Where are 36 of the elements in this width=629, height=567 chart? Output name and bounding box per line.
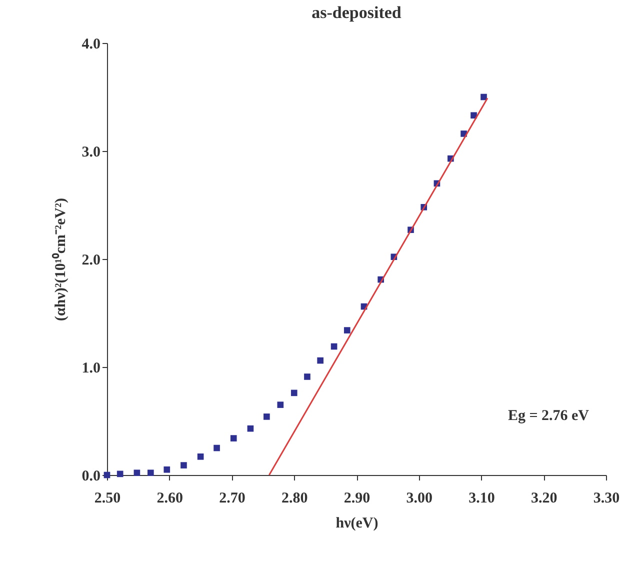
x-tick-label: 3.00 — [406, 490, 432, 506]
point — [197, 453, 204, 460]
x-tick-label: 2.90 — [344, 490, 370, 506]
point — [264, 414, 270, 420]
point — [148, 470, 154, 476]
point — [304, 374, 310, 380]
y-tick-label: 3.0 — [82, 144, 100, 160]
point — [470, 112, 477, 119]
point — [277, 402, 284, 408]
x-tick-label: 2.60 — [156, 490, 183, 506]
point — [214, 444, 220, 452]
point — [290, 390, 298, 396]
point — [247, 425, 254, 432]
x-tick-label: 2.50 — [94, 490, 121, 506]
point — [344, 327, 350, 334]
x-tick-label: 3.20 — [531, 490, 558, 506]
point — [317, 357, 324, 364]
y-tick-label: 0.0 — [82, 468, 100, 484]
x-tick-label: 2.80 — [282, 490, 308, 506]
point — [480, 94, 487, 100]
point — [116, 470, 124, 478]
x-axis-title: hν(eV) — [336, 516, 378, 532]
x-tick-label: 3.30 — [593, 490, 620, 506]
point — [134, 470, 140, 476]
point — [164, 466, 170, 473]
point — [330, 343, 338, 350]
x-tick-label: 2.70 — [219, 490, 246, 506]
x-tick-label: 3.10 — [468, 490, 495, 506]
point — [230, 435, 237, 442]
y-tick-label: 2.0 — [82, 252, 100, 268]
y-tick-label: 1.0 — [82, 360, 100, 376]
annotation: Eg = 2.76 eV — [508, 408, 590, 424]
y-tick-label: 4.0 — [82, 36, 100, 52]
point — [180, 462, 187, 468]
chart-title: as-deposited — [312, 3, 402, 22]
y-axis-title: (αhν)²(10¹⁰cm⁻²eV²) — [50, 198, 69, 322]
